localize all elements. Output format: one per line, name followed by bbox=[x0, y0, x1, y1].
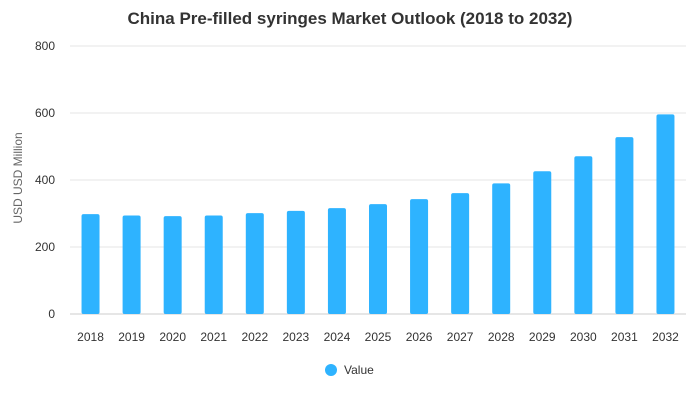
y-tick-label: 800 bbox=[35, 39, 55, 53]
x-tick-label: 2032 bbox=[652, 330, 679, 344]
x-tick-label: 2021 bbox=[200, 330, 227, 344]
y-axis-ticks: 0 200 400 600 800 bbox=[35, 39, 55, 321]
bar-2022 bbox=[245, 213, 264, 314]
y-tick-label: 200 bbox=[35, 240, 55, 254]
bar-2028 bbox=[492, 183, 511, 314]
bar-2019 bbox=[122, 215, 141, 314]
x-tick-label: 2027 bbox=[447, 330, 474, 344]
legend-label-value: Value bbox=[344, 363, 374, 377]
bar-2026 bbox=[410, 199, 429, 314]
bar-2025 bbox=[369, 204, 387, 314]
legend-marker bbox=[325, 364, 337, 376]
x-axis-ticks: 2018 2019 2020 2021 2022 2023 2024 2025 2026 2027… bbox=[77, 330, 679, 344]
bar-2021 bbox=[204, 215, 223, 314]
bars bbox=[81, 114, 675, 314]
x-tick-label: 2022 bbox=[241, 330, 268, 344]
x-tick-label: 2029 bbox=[529, 330, 556, 344]
y-axis-label: USD USD Million bbox=[11, 132, 25, 223]
y-tick-label: 400 bbox=[35, 173, 55, 187]
x-tick-label: 2024 bbox=[324, 330, 351, 344]
x-tick-label: 2025 bbox=[365, 330, 392, 344]
bar-2023 bbox=[286, 210, 305, 314]
bar-2031 bbox=[615, 137, 634, 314]
y-tick-label: 0 bbox=[48, 307, 55, 321]
x-tick-label: 2026 bbox=[406, 330, 433, 344]
x-tick-label: 2030 bbox=[570, 330, 597, 344]
legend: Value bbox=[325, 363, 374, 377]
bar-2027 bbox=[451, 193, 470, 314]
x-tick-label: 2028 bbox=[488, 330, 515, 344]
bar-2020 bbox=[163, 216, 182, 314]
bar-2032 bbox=[656, 114, 675, 314]
chart-title: China Pre-filled syringes Market Outlook… bbox=[128, 9, 573, 28]
bar-2029 bbox=[533, 171, 552, 314]
x-tick-label: 2018 bbox=[77, 330, 104, 344]
y-tick-label: 600 bbox=[35, 106, 55, 120]
bar-2018 bbox=[81, 214, 100, 314]
bar-2030 bbox=[574, 156, 593, 314]
x-tick-label: 2020 bbox=[159, 330, 186, 344]
x-tick-label: 2023 bbox=[283, 330, 310, 344]
x-tick-label: 2031 bbox=[611, 330, 638, 344]
bar-2024 bbox=[327, 208, 346, 314]
x-tick-label: 2019 bbox=[118, 330, 145, 344]
